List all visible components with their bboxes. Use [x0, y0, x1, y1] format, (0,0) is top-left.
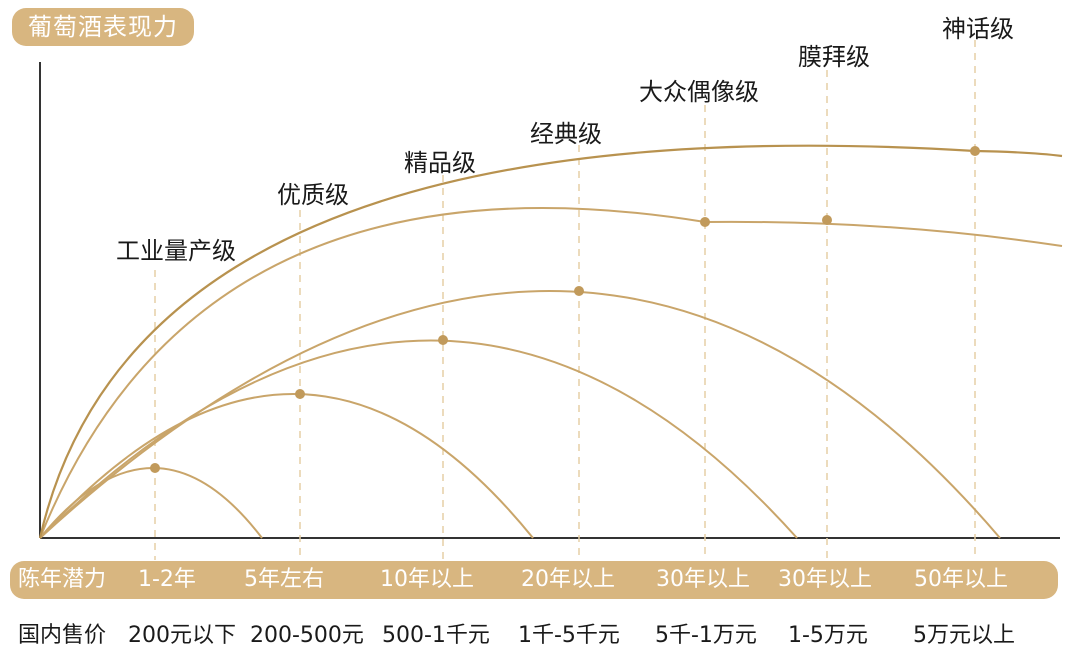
age-label-tier-6: 30年以上 [778, 567, 872, 592]
age-label-tier-4: 20年以上 [521, 567, 615, 592]
curve-tier-4 [39, 290, 1001, 539]
performance-curves [38, 40, 1063, 560]
curve-tier-7 [38, 144, 1063, 539]
age-label-tier-1: 1-2年 [138, 567, 196, 592]
tier-label-7: 神话级 [942, 15, 1014, 43]
age-label-tier-2: 5年左右 [244, 567, 324, 592]
diagram-title: 葡萄酒表现力 [12, 8, 194, 46]
tier-label-3: 精品级 [404, 149, 476, 177]
price-label-tier-4: 1千-5千元 [518, 623, 620, 648]
price-label-tier-1: 200元以下 [128, 623, 236, 648]
tier-label-5: 大众偶像级 [639, 78, 759, 106]
age-potential-band: 陈年潜力 1-2年 5年左右 10年以上 20年以上 30年以上 30年以上 5… [10, 561, 1058, 599]
curve-tier-3 [39, 339, 798, 539]
peak-dot-tier-1 [150, 463, 160, 473]
age-axis-label: 陈年潜力 [18, 567, 107, 592]
peak-dot-tier-5 [700, 217, 710, 227]
peak-dot-tier-7 [970, 146, 980, 156]
curve-group [38, 144, 1063, 539]
price-axis-label: 国内售价 [18, 623, 107, 648]
tier-label-6: 膜拜级 [798, 43, 870, 71]
peak-dot-tier-6 [822, 215, 832, 225]
price-label-tier-2: 200-500元 [250, 623, 364, 648]
price-label-tier-5: 5千-1万元 [655, 623, 757, 648]
tier-label-2: 优质级 [277, 181, 349, 209]
price-label-tier-3: 500-1千元 [382, 623, 490, 648]
age-label-tier-7: 50年以上 [914, 567, 1008, 592]
price-label-tier-7: 5万元以上 [913, 623, 1015, 648]
curve-tier-5 [39, 207, 1063, 539]
price-label-tier-6: 1-5万元 [788, 623, 868, 648]
tier-label-4: 经典级 [530, 120, 602, 148]
curve-tier-2 [39, 393, 534, 539]
age-label-tier-5: 30年以上 [656, 567, 750, 592]
peak-dot-tier-3 [438, 335, 448, 345]
peak-dots [150, 146, 980, 473]
tier-label-1: 工业量产级 [116, 237, 236, 265]
peak-dot-tier-2 [295, 389, 305, 399]
peak-dot-tier-4 [574, 286, 584, 296]
age-label-tier-3: 10年以上 [380, 567, 474, 592]
